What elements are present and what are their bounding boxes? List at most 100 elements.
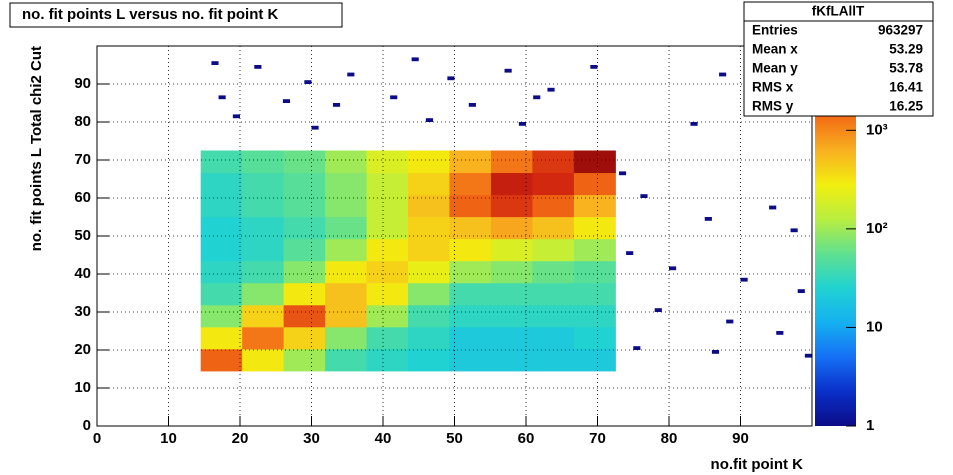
outlier-cell	[654, 308, 662, 312]
heat-cell	[573, 348, 616, 372]
heat-cell	[573, 326, 616, 350]
stats-value: 53.78	[889, 61, 923, 76]
plot-area	[96, 45, 813, 427]
heat-cell	[449, 172, 492, 196]
heat-cell	[242, 172, 285, 196]
heat-cell	[490, 172, 533, 196]
heat-cell	[532, 194, 575, 218]
heat-cell	[490, 194, 533, 218]
outlier-cell	[547, 87, 555, 92]
heat-cell	[366, 216, 409, 240]
outlier-cell	[504, 68, 512, 73]
outlier-cell	[633, 346, 641, 350]
outlier-cell	[218, 95, 226, 100]
heat-cell	[449, 238, 492, 262]
heat-cell	[573, 172, 616, 196]
heat-cell	[532, 172, 575, 196]
heat-cell	[283, 172, 326, 196]
heat-cell	[283, 194, 326, 218]
heat-cell	[366, 260, 409, 284]
heat-cell	[366, 348, 409, 372]
heat-cell	[573, 150, 616, 174]
heat-cell	[532, 150, 575, 174]
heat-cell	[283, 348, 326, 372]
outlier-cell	[390, 95, 398, 100]
heat-cell	[532, 216, 575, 240]
heat-cell	[408, 216, 450, 240]
outlier-cell	[669, 266, 677, 271]
heat-cell	[242, 304, 285, 328]
heat-cell	[325, 304, 368, 328]
outlier-cell	[311, 125, 319, 130]
stats-box: fKfLAllT Entries 963297 Mean x 53.29 Mean y 5…	[743, 1, 934, 117]
heat-cell	[200, 326, 243, 350]
heat-cell	[408, 282, 450, 306]
y-tick-label: 90	[74, 75, 91, 92]
heat-cell	[325, 216, 368, 240]
outlier-cell	[468, 103, 476, 107]
heat-cell	[242, 260, 285, 284]
outlier-cell	[790, 228, 798, 233]
heat-cell	[366, 194, 409, 218]
heat-cell	[449, 326, 492, 350]
heat-cell	[573, 216, 616, 240]
heat-cell	[366, 150, 409, 174]
stats-label: Mean x	[752, 42, 798, 57]
y-tick-label: 60	[74, 189, 91, 206]
heat-cell	[490, 150, 533, 174]
heat-cell	[366, 238, 409, 262]
heat-cell	[200, 260, 243, 284]
heat-cell	[200, 216, 243, 240]
outlier-cell	[726, 319, 734, 324]
heat-cell	[408, 326, 450, 350]
heat-cell	[366, 172, 409, 196]
z-tick-label: 1	[866, 417, 874, 434]
heat-cell	[408, 238, 450, 262]
heat-cell	[532, 282, 575, 306]
heat-cell	[449, 194, 492, 218]
y-tick-label: 30	[74, 303, 91, 320]
y-tick-label: 20	[74, 341, 91, 358]
y-tick-label: 80	[74, 113, 91, 130]
outlier-cell	[626, 251, 634, 255]
heat-cell	[408, 194, 450, 218]
heat-cell	[283, 216, 326, 240]
heat-cell	[490, 348, 533, 372]
heat-cell	[532, 348, 575, 372]
x-tick-label: 90	[732, 430, 749, 447]
outlier-cell	[254, 65, 262, 69]
outlier-cell	[232, 114, 240, 119]
x-tick-label: 0	[93, 430, 101, 447]
heat-cell	[283, 150, 326, 174]
heat-cell	[573, 304, 616, 328]
z-tick-label: 10	[866, 318, 883, 335]
heat-cell	[200, 282, 243, 306]
heat-cell	[325, 326, 368, 350]
chart-title: no. fit points L versus no. fit point K	[22, 6, 279, 23]
heat-cell	[449, 216, 492, 240]
x-tick-label: 30	[303, 430, 320, 447]
heat-cell	[573, 260, 616, 284]
stats-label: RMS x	[752, 80, 794, 95]
outlier-cell	[425, 118, 434, 122]
heat-cell	[490, 238, 533, 262]
z-tick-label: 10²	[866, 220, 888, 237]
outlier-cell	[590, 65, 598, 69]
y-tick-label: 10	[74, 379, 91, 396]
heat-cell	[490, 304, 533, 328]
heat-cell	[573, 282, 616, 306]
heat-cell	[283, 304, 326, 328]
heat-cell	[490, 282, 533, 306]
outlier-cell	[640, 194, 648, 198]
stats-value: 16.41	[889, 80, 923, 95]
heat-cell	[532, 238, 575, 262]
title-box	[9, 2, 343, 28]
heat-cell	[532, 304, 575, 328]
heat-cell	[283, 260, 326, 284]
heat-cell	[242, 194, 285, 218]
outlier-cell	[411, 57, 419, 62]
y-tick-label: 0	[83, 417, 91, 434]
z-tick-label: 10³	[866, 121, 888, 138]
heat-cell	[366, 282, 409, 306]
